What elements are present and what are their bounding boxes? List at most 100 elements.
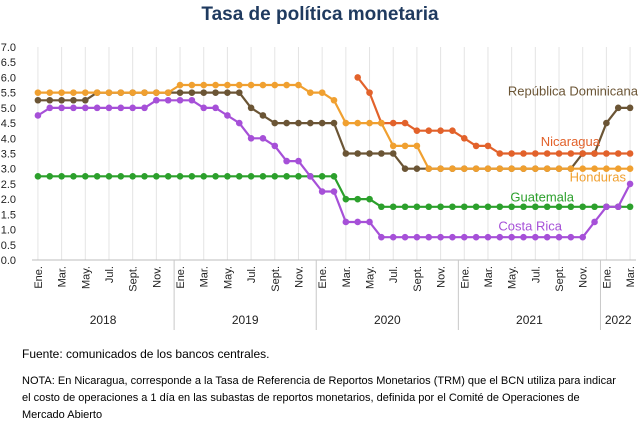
data-point (224, 81, 231, 89)
x-axis: Ene. Mar. May. Jul. Sept. Nov. Ene. Mar. May. Jul… (33, 260, 637, 330)
data-point (366, 150, 373, 157)
x-tick-label: Sept. (128, 266, 140, 292)
data-point (354, 150, 361, 157)
data-point (318, 89, 326, 96)
policy-rate-chart: 0.0 0.5 1.0 1.5 2.0 2.5 3.0 3.5 4.0 4.5 5.0 5.5 6.0 6… (1, 42, 639, 330)
data-point (247, 134, 255, 142)
data-point (247, 104, 255, 112)
series-label: Honduras (570, 169, 627, 184)
x-tick-label: Ene. (459, 266, 471, 289)
data-point (496, 150, 504, 157)
data-point (401, 233, 409, 241)
data-point (579, 233, 587, 241)
data-point (176, 89, 184, 96)
x-tick-label: May. (80, 266, 92, 289)
data-point (389, 233, 397, 241)
data-point (532, 150, 539, 157)
data-point (354, 119, 361, 127)
y-tick-label: 5.5 (1, 88, 16, 100)
data-point (46, 173, 54, 180)
data-point (164, 173, 172, 180)
data-point (413, 142, 421, 150)
data-point (508, 165, 515, 173)
data-point (295, 173, 302, 180)
data-point (295, 81, 302, 89)
data-point (141, 104, 148, 112)
data-point (579, 203, 587, 211)
data-point (129, 104, 136, 112)
x-tick-label: May. (222, 266, 234, 289)
data-point (366, 89, 373, 96)
data-point (58, 173, 65, 180)
x-tick-label: Nov. (151, 266, 163, 288)
data-point (200, 89, 208, 96)
data-point (70, 104, 77, 112)
data-point (472, 165, 480, 173)
data-point (366, 119, 373, 127)
data-point (614, 150, 622, 157)
data-point (532, 203, 539, 211)
data-point (603, 165, 610, 173)
x-tick-label: Jul. (388, 266, 400, 283)
grid-lines (32, 47, 636, 261)
x-tick-label: Jul. (530, 266, 542, 283)
data-point (614, 203, 622, 211)
data-point (307, 89, 314, 96)
data-point (591, 203, 598, 211)
data-point (200, 81, 208, 89)
data-point (413, 203, 421, 211)
y-tick-label: 6.0 (1, 72, 16, 84)
x-tick-label: Ene. (33, 266, 45, 289)
data-point (224, 112, 231, 119)
data-point (164, 89, 172, 96)
data-point (389, 119, 397, 127)
data-point (342, 195, 350, 203)
data-point (484, 233, 492, 241)
data-point (508, 150, 515, 157)
data-point (81, 104, 89, 112)
y-tick-label: 2.5 (1, 179, 16, 191)
series-label: Guatemala (510, 190, 574, 205)
data-point (413, 233, 421, 241)
data-point (567, 233, 575, 241)
data-point (141, 89, 148, 96)
data-point (164, 96, 172, 104)
data-point (425, 165, 433, 173)
data-point (425, 127, 433, 134)
data-point (153, 96, 160, 104)
data-point (484, 203, 492, 211)
data-point (449, 165, 456, 173)
data-point (567, 165, 575, 173)
data-point (93, 89, 101, 96)
x-tick-label: Jul. (104, 266, 116, 283)
data-point (626, 104, 634, 112)
y-tick-label: 6.5 (1, 57, 16, 69)
data-point (354, 218, 361, 226)
data-point (567, 203, 575, 211)
data-point (425, 233, 433, 241)
data-point (603, 150, 610, 157)
data-point (259, 134, 267, 142)
data-point (496, 233, 504, 241)
x-tick-label: May. (365, 266, 377, 289)
x-tick-label: Sept. (554, 266, 566, 292)
data-point (626, 150, 634, 157)
y-tick-label: 1.0 (1, 225, 16, 237)
series-lines (34, 74, 634, 241)
data-point (283, 157, 290, 165)
data-point (413, 127, 421, 134)
data-point (543, 233, 551, 241)
data-point (176, 81, 184, 89)
data-point (543, 150, 551, 157)
data-point (318, 188, 326, 195)
data-point (401, 165, 409, 173)
data-point (401, 119, 409, 127)
data-point (271, 142, 279, 150)
data-point (543, 203, 551, 211)
data-point (555, 233, 563, 241)
data-point (460, 165, 468, 173)
data-point (449, 203, 456, 211)
year-label: 2018 (90, 313, 117, 327)
data-point (591, 165, 598, 173)
data-point (330, 96, 338, 104)
